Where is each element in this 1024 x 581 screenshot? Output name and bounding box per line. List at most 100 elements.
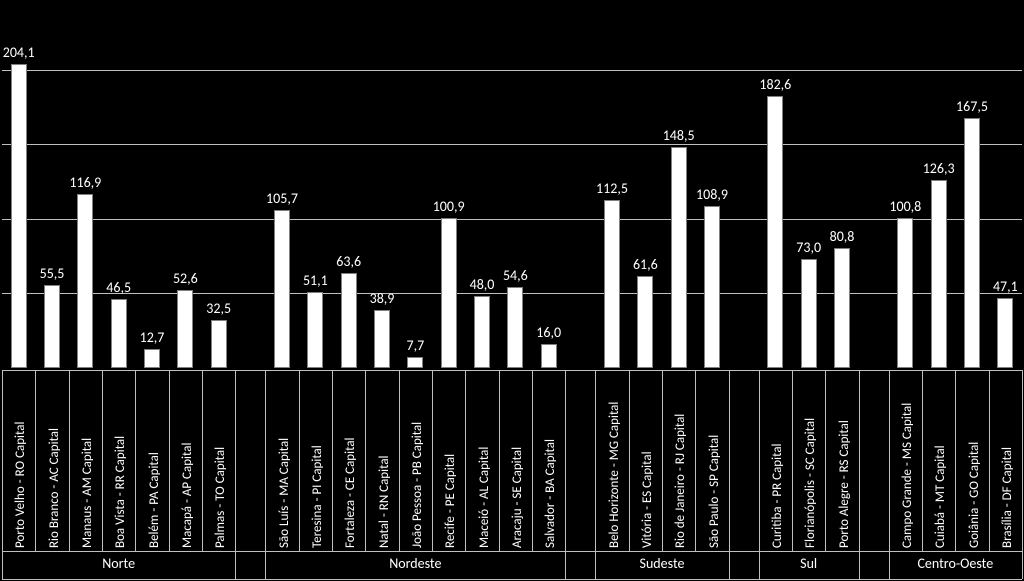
bar-value-label: 100,8 (875, 198, 935, 215)
category-label: Aracaju - SE Capital (510, 447, 525, 548)
group-divider (859, 370, 860, 579)
category-label: Cuiabá - MT Capital (933, 445, 948, 548)
group-divider (265, 370, 266, 579)
group-divider (595, 370, 596, 579)
tick (202, 370, 203, 551)
tick (955, 370, 956, 551)
tick (532, 370, 533, 551)
bar-value-label: 47,1 (975, 278, 1024, 295)
bar (964, 118, 980, 368)
bar (704, 206, 720, 368)
bar (997, 298, 1013, 368)
category-label: São Luís - MA Capital (277, 438, 292, 548)
category-label: São Paulo - SP Capital (707, 435, 722, 548)
bar-value-label: 167,5 (942, 98, 1002, 115)
bar (541, 344, 557, 368)
tick (922, 370, 923, 551)
bar-value-label: 116,9 (55, 174, 115, 191)
axis-line (2, 370, 1022, 371)
bar-value-label: 112,5 (582, 180, 642, 197)
tick (432, 370, 433, 551)
tick (792, 370, 793, 551)
group-label: Sudeste (595, 555, 728, 572)
bar (801, 259, 817, 368)
group-divider (889, 370, 890, 579)
bar (834, 248, 850, 368)
category-label: Florianópolis - SC Capital (803, 418, 818, 548)
category-label: Maceió - AL Capital (477, 447, 492, 548)
bar (11, 64, 27, 368)
bar-value-label: 51,1 (285, 272, 345, 289)
group-label: Nordeste (265, 555, 565, 572)
tick (629, 370, 630, 551)
bar (637, 276, 653, 368)
category-label: Rio de Janeiro - RJ Capital (673, 414, 688, 548)
tick (365, 370, 366, 551)
category-label: Macapá - AP Capital (180, 443, 195, 548)
tick (332, 370, 333, 551)
gridline (2, 144, 1022, 145)
bar-value-label: 55,5 (22, 265, 82, 282)
group-label: Norte (2, 555, 235, 572)
category-label: Recife - PE Capital (443, 454, 458, 548)
group-label: Sul (759, 555, 859, 572)
bar-value-label: 182,6 (745, 76, 805, 93)
group-divider (2, 370, 3, 579)
category-label: Brasília - DF Capital (1000, 447, 1015, 548)
bar-value-label: 61,6 (615, 256, 675, 273)
category-label: Palmas - TO Capital (213, 447, 228, 548)
axis-line (2, 579, 1022, 580)
bar-value-label: 38,9 (352, 290, 412, 307)
bar-chart: 204,1Porto Velho - RO Capital55,5Rio Bra… (0, 0, 1024, 581)
category-label: Salvador - BA Capital (543, 439, 558, 548)
bar (474, 296, 490, 368)
tick (102, 370, 103, 551)
bar (144, 349, 160, 368)
gridline (2, 219, 1022, 220)
category-label: Boa Vista - RR Capital (113, 436, 128, 548)
group-divider (565, 370, 566, 579)
tick (662, 370, 663, 551)
bar (341, 273, 357, 368)
tick (465, 370, 466, 551)
tick (299, 370, 300, 551)
bar (767, 96, 783, 368)
group-divider (759, 370, 760, 579)
bar-value-label: 32,5 (189, 300, 249, 317)
category-label: Curitiba - PR Capital (770, 443, 785, 548)
bar-value-label: 46,5 (89, 279, 149, 296)
bar (931, 180, 947, 368)
bar-value-label: 148,5 (649, 127, 709, 144)
bar (307, 292, 323, 368)
category-label: Rio Branco - AC Capital (47, 428, 62, 548)
bar-value-label: 126,3 (909, 160, 969, 177)
bar-value-label: 16,0 (519, 324, 579, 341)
bar-value-label: 63,6 (319, 253, 379, 270)
group-label: Centro-Oeste (889, 555, 1022, 572)
tick (169, 370, 170, 551)
category-label: Goiânia - GO Capital (967, 442, 982, 548)
tick (69, 370, 70, 551)
group-divider (729, 370, 730, 579)
category-label: Belém - PA Capital (147, 452, 162, 548)
category-label: Vitória - ES Capital (640, 451, 655, 548)
group-divider (1022, 370, 1023, 579)
bar-value-label: 12,7 (122, 329, 182, 346)
bar (897, 218, 913, 368)
tick (825, 370, 826, 551)
bar-value-label: 204,1 (0, 44, 49, 61)
category-label: Natal - RN Capital (377, 455, 392, 548)
bar-value-label: 105,7 (252, 190, 312, 207)
bar (604, 200, 620, 368)
tick (499, 370, 500, 551)
bar-value-label: 52,6 (155, 270, 215, 287)
tick (695, 370, 696, 551)
tick (399, 370, 400, 551)
category-label: Teresina - PI Capital (310, 445, 325, 548)
tick (135, 370, 136, 551)
gridline (2, 70, 1022, 71)
category-label: João Pessoa - PB Capital (410, 422, 425, 548)
category-label: Manaus - AM Capital (80, 438, 95, 548)
bar (671, 147, 687, 368)
bar-value-label: 100,9 (419, 198, 479, 215)
